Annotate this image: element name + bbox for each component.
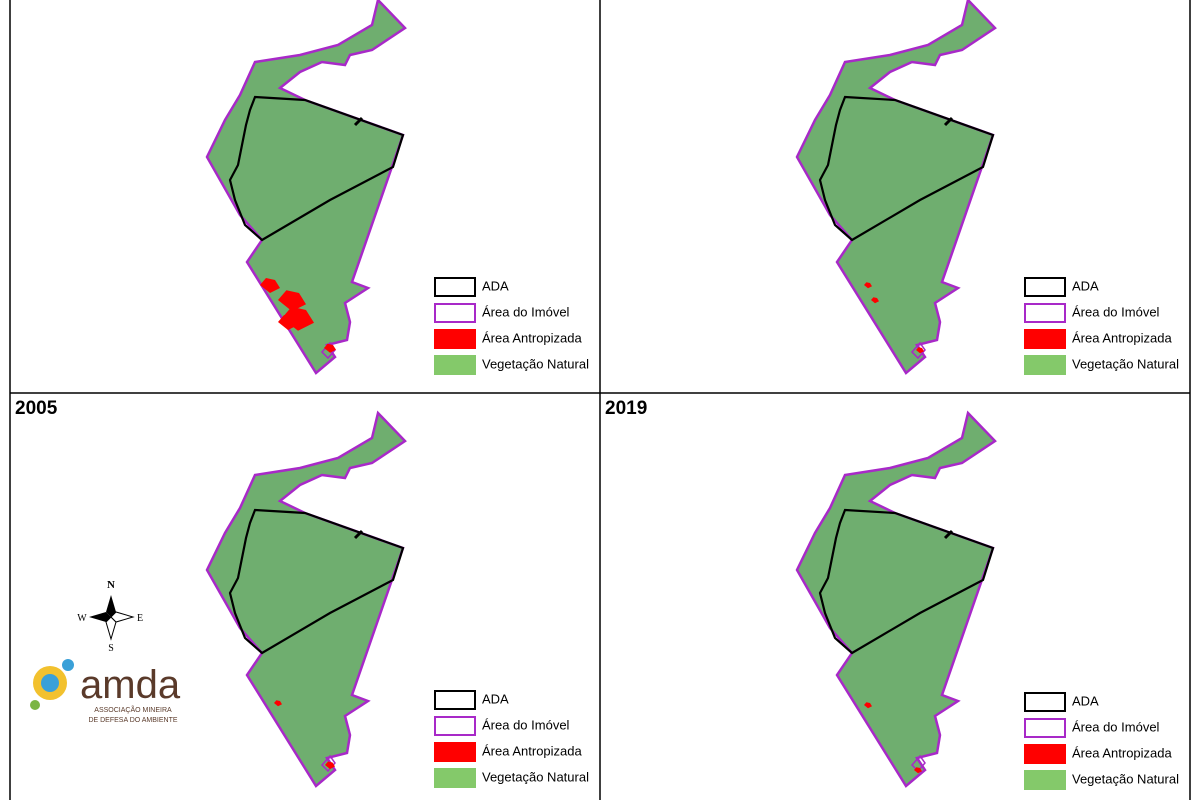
frame bbox=[9, 0, 1191, 800]
map-panel: 2019 ADA Área do Imóvel Área Antropizada Veg… bbox=[605, 398, 1179, 790]
anthropized-patch bbox=[278, 315, 298, 330]
map-panel: ADA Área do Imóvel Área Antropizada Vegetaç… bbox=[205, 0, 589, 375]
legend-label: Área Antropizada bbox=[482, 743, 583, 758]
legend-swatch bbox=[434, 277, 476, 297]
legend-label: Vegetação Natural bbox=[482, 769, 589, 784]
property-shape bbox=[795, 0, 997, 375]
anthropized-patch bbox=[864, 282, 872, 289]
legend-label: Área do Imóvel bbox=[482, 717, 570, 732]
panel-title: 2005 bbox=[15, 398, 58, 419]
legend-swatch bbox=[1024, 355, 1066, 375]
logo-line: ASSOCIAÇÃO MINEIRA bbox=[94, 705, 172, 714]
anthropized-patch bbox=[914, 767, 922, 774]
legend-label: ADA bbox=[482, 691, 509, 706]
anthropized-patch bbox=[916, 347, 924, 354]
legend-swatch bbox=[1024, 692, 1066, 712]
compass-s: S bbox=[108, 643, 114, 654]
legend-swatch bbox=[1024, 277, 1066, 297]
legend-label: Área Antropizada bbox=[1072, 745, 1173, 760]
legend-label: Área Antropizada bbox=[1072, 330, 1173, 345]
legend-swatch bbox=[434, 303, 476, 323]
legend-swatch bbox=[1024, 303, 1066, 323]
anthropized-patch bbox=[871, 297, 879, 304]
legend-swatch bbox=[1024, 718, 1066, 738]
anthropized-patch bbox=[260, 278, 280, 293]
legend-swatch bbox=[434, 742, 476, 762]
property-shape bbox=[795, 411, 997, 788]
logo-line: DE DEFESA DO AMBIENTE bbox=[88, 717, 177, 724]
legend-swatch bbox=[434, 690, 476, 710]
map-panel: ADA Área do Imóvel Área Antropizada Vegetaç… bbox=[795, 0, 1179, 375]
anthropized-patch bbox=[325, 761, 335, 769]
legend-label: Vegetação Natural bbox=[1072, 771, 1179, 786]
legend-label: ADA bbox=[1072, 693, 1099, 708]
legend-swatch bbox=[434, 355, 476, 375]
anthropized-patch bbox=[864, 702, 872, 709]
compass: N S E W bbox=[77, 579, 143, 654]
anthropized-patch bbox=[278, 290, 306, 312]
anthropized-patch bbox=[282, 306, 314, 331]
compass-e: E bbox=[137, 613, 143, 624]
legend-label: Vegetação Natural bbox=[482, 356, 589, 371]
anthropized-patch bbox=[274, 700, 282, 707]
legend-swatch bbox=[1024, 770, 1066, 790]
legend-label: Área do Imóvel bbox=[1072, 719, 1160, 734]
legend-label: Área do Imóvel bbox=[1072, 304, 1160, 319]
legend-label: Área do Imóvel bbox=[482, 304, 570, 319]
legend-label: ADA bbox=[482, 278, 509, 293]
map-panel: 2005 ADA Área do Imóvel Área Antropizada Veg… bbox=[15, 398, 589, 788]
legend-swatch bbox=[1024, 329, 1066, 349]
legend-label: Área Antropizada bbox=[482, 330, 583, 345]
legend-label: Vegetação Natural bbox=[1072, 356, 1179, 371]
compass-w: W bbox=[77, 613, 87, 624]
property-shape bbox=[205, 411, 407, 788]
logo-name: amda bbox=[80, 663, 181, 707]
legend-swatch bbox=[434, 768, 476, 788]
legend-swatch bbox=[1024, 744, 1066, 764]
panel-title: 2019 bbox=[605, 398, 647, 419]
legend-swatch bbox=[434, 716, 476, 736]
anthropized-patch bbox=[324, 343, 336, 353]
logo: amda ASSOCIAÇÃO MINEIRA DE DEFESA DO AMB… bbox=[30, 659, 181, 724]
legend-label: ADA bbox=[1072, 278, 1099, 293]
legend-swatch bbox=[434, 329, 476, 349]
compass-n: N bbox=[107, 579, 115, 591]
